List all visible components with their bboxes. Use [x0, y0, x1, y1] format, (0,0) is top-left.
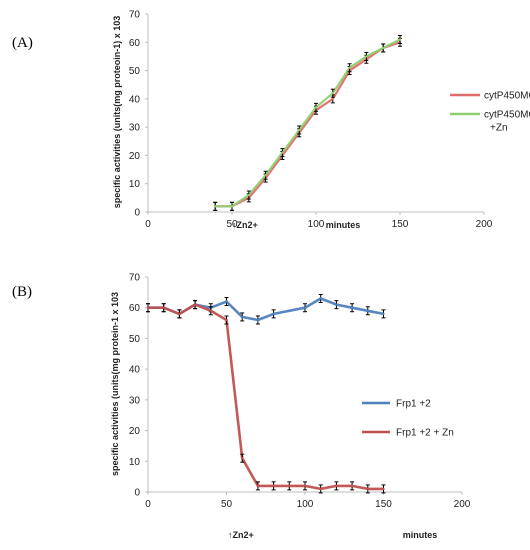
y-tick-label: 10 [129, 457, 141, 468]
x-tick-label: 0 [145, 219, 151, 230]
x-tick-label: 100 [297, 499, 314, 510]
data-point [331, 97, 334, 101]
data-point [366, 487, 369, 491]
legend-label-2: cytP450MO+Zn [484, 110, 530, 134]
data-point [303, 484, 307, 488]
data-point [264, 174, 267, 177]
data-point [365, 55, 368, 58]
data-point [178, 312, 181, 316]
y-tick-label: 30 [129, 395, 141, 406]
data-point [256, 318, 260, 322]
legend-label-2: Frp1 +2 + Zn [396, 428, 454, 439]
data-point [382, 46, 385, 50]
data-point [281, 151, 284, 154]
data-point [382, 487, 385, 491]
data-point [314, 106, 318, 109]
data-point [209, 309, 212, 312]
x-axis-label: minutes [403, 530, 438, 540]
legend-label-1: cytP450MO [484, 91, 530, 102]
data-point [335, 484, 338, 488]
data-point [225, 300, 228, 303]
x-tick-label: 200 [476, 219, 493, 230]
series-line-1 [215, 41, 401, 208]
series-line-2 [215, 38, 401, 208]
data-point [272, 484, 275, 488]
y-tick-label: 50 [129, 334, 141, 345]
y-tick-label: 60 [129, 38, 141, 49]
y-axis-label: specific activities (units(mg proteoin-1… [112, 16, 122, 209]
data-point [162, 306, 165, 309]
series-line-2 [148, 303, 384, 491]
data-point [288, 484, 291, 488]
data-point [230, 205, 234, 208]
x-tick-label: 150 [375, 499, 392, 510]
panel-label: (B) [12, 284, 32, 300]
y-tick-label: 20 [129, 426, 141, 437]
data-point [193, 303, 197, 306]
x-tick-label: 50 [226, 219, 238, 230]
series-line-1 [148, 297, 384, 322]
data-point [366, 309, 369, 312]
data-point [303, 306, 307, 309]
data-point [146, 306, 150, 309]
zn-addition-annotation: ↑Zn2+ [228, 530, 254, 540]
data-point [225, 318, 228, 322]
data-point [298, 128, 301, 132]
panel-a: (A) 0 50 100 150 200 0 10 20 30 40 50 60 70 specific a… [12, 10, 530, 231]
y-tick-label: 60 [129, 303, 141, 314]
y-tick-label: 0 [134, 208, 140, 219]
y-tick-label: 50 [129, 66, 141, 77]
data-point [256, 484, 260, 488]
data-point [331, 92, 334, 95]
x-tick-label: 50 [221, 499, 233, 510]
y-tick-label: 40 [129, 94, 141, 105]
data-point [350, 484, 354, 488]
legend-label-1: Frp1 +2 [396, 399, 431, 410]
data-point [319, 297, 322, 300]
y-axis-label: specific activities (units(mg protein-1 … [110, 292, 120, 476]
y-tick-label: 10 [129, 179, 141, 190]
y-tick-label: 20 [129, 151, 141, 162]
y-tick-label: 40 [129, 365, 141, 376]
y-tick-label: 70 [129, 273, 141, 284]
data-point [350, 306, 354, 309]
data-point [319, 487, 322, 491]
data-point [214, 205, 217, 208]
data-point [348, 66, 351, 69]
data-point [398, 38, 402, 41]
data-point [247, 193, 250, 197]
panel-label: (A) [12, 35, 33, 51]
data-point [335, 303, 338, 306]
data-point [241, 315, 244, 319]
data-point [272, 312, 275, 316]
y-tick-label: 0 [134, 488, 140, 499]
panel-b: (B) 0 50 100 150 200 0 10 20 30 40 50 60 70 specific a… [12, 273, 471, 541]
x-tick-label: 0 [145, 499, 151, 510]
x-tick-label: 150 [392, 219, 409, 230]
x-axis-label: minutes [326, 220, 361, 230]
data-point [382, 312, 385, 316]
data-point [241, 457, 244, 460]
y-tick-label: 30 [129, 123, 141, 134]
x-tick-label: 200 [454, 499, 471, 510]
zn-addition-annotation: ↑Zn2+ [232, 220, 258, 230]
y-tick-label: 70 [129, 10, 141, 21]
x-tick-label: 100 [308, 219, 325, 230]
